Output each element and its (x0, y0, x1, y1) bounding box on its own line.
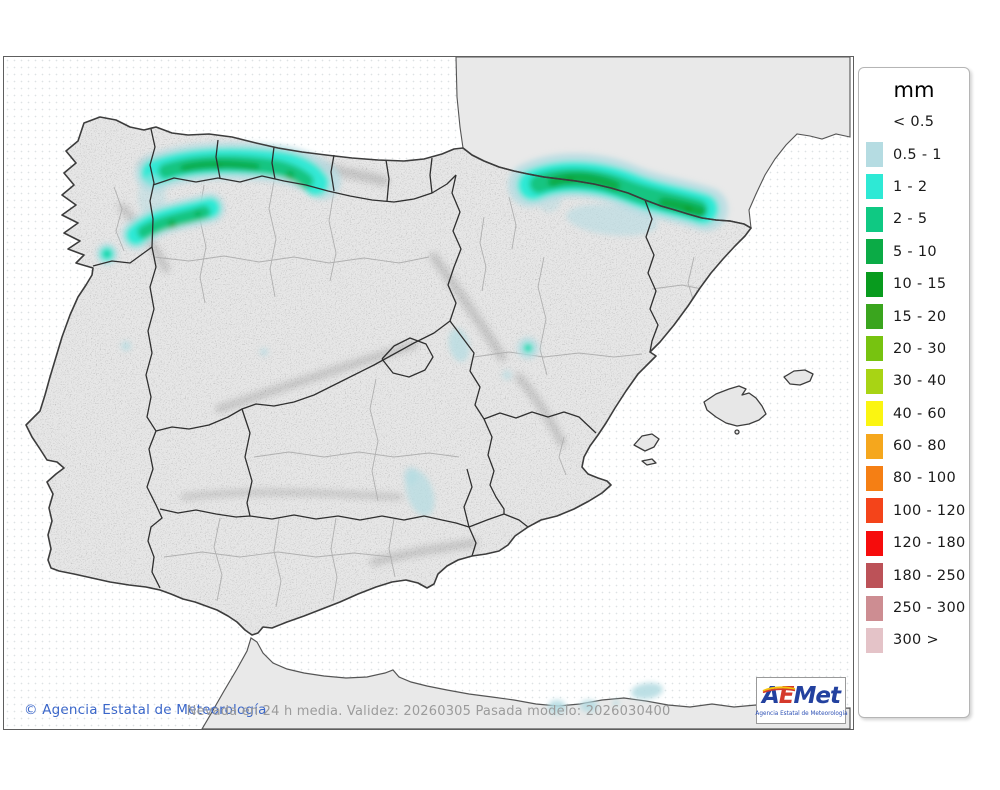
africa-landmass (201, 637, 851, 729)
legend-row: 100 - 120 (859, 495, 969, 527)
legend-row: < 0.5 (859, 106, 969, 138)
legend-swatch (866, 530, 883, 556)
ibiza-island (633, 433, 660, 452)
legend-row: 2 - 5 (859, 203, 969, 235)
legend-swatch (866, 595, 883, 621)
formentera-island (641, 458, 657, 466)
legend-row: 40 - 60 (859, 398, 969, 430)
legend-label: 20 - 30 (893, 340, 947, 357)
legend-label: 15 - 20 (893, 308, 947, 325)
province-borders (113, 180, 713, 608)
aemet-logo-word: AEMet (762, 682, 841, 709)
spain-france-border (462, 147, 745, 225)
legend-label: 100 - 120 (893, 502, 966, 519)
legend-row: 30 - 40 (859, 365, 969, 397)
snow-blob-galicia (96, 175, 225, 265)
legend-swatch (866, 271, 883, 297)
region-borders (92, 128, 659, 589)
legend-row: 5 - 10 (859, 236, 969, 268)
legend-swatch (866, 206, 883, 232)
legend-label: 30 - 40 (893, 373, 947, 390)
cabrera-island (734, 429, 740, 435)
legend-swatch (866, 142, 883, 168)
legend-swatch (866, 498, 883, 524)
mallorca-island (703, 385, 767, 427)
legend-row: 20 - 30 (859, 333, 969, 365)
legend-row: 180 - 250 (859, 559, 969, 591)
legend-swatch (866, 239, 883, 265)
legend-title: mm (893, 78, 935, 102)
legend-row: 80 - 100 (859, 462, 969, 494)
aemet-logo-letters-met: Met (793, 682, 841, 709)
legend-swatch (866, 433, 883, 459)
legend-row: 250 - 300 (859, 592, 969, 624)
legend-swatch (866, 368, 883, 394)
weather-map-frame: © Agencia Estatal de Meteorología Nevada… (3, 56, 854, 730)
legend-label: 80 - 100 (893, 470, 956, 487)
legend-label: 10 - 15 (893, 276, 947, 293)
legend-label: 300 > (893, 632, 939, 649)
legend-swatch (866, 563, 883, 589)
balearic-islands (633, 369, 814, 466)
snow-spot-teruel-core (523, 343, 533, 353)
aemet-logo: AEMet Agencia Estatal de Meteorología (754, 677, 848, 724)
legend-row: 120 - 180 (859, 527, 969, 559)
legend-row: 60 - 80 (859, 430, 969, 462)
legend-label: 1 - 2 (893, 178, 928, 195)
snow-band-cantabrian (135, 141, 341, 200)
aemet-logo-swoosh-icon (762, 685, 796, 693)
legend-swatch (866, 627, 883, 653)
legend-row: 300 > (859, 624, 969, 656)
menorca-island (783, 369, 814, 386)
copyright-text: © Agencia Estatal de Meteorología (24, 702, 267, 718)
legend-swatch (866, 465, 883, 491)
legend-swatch (866, 304, 883, 330)
legend-label: 120 - 180 (893, 535, 966, 552)
legend-label: 250 - 300 (893, 600, 966, 617)
legend-swatch (866, 336, 883, 362)
legend-row: 0.5 - 1 (859, 138, 969, 170)
legend-label: 2 - 5 (893, 211, 928, 228)
legend-label: 0.5 - 1 (893, 146, 942, 163)
legend-swatch (866, 401, 883, 427)
legend-label: 60 - 80 (893, 438, 947, 455)
legend-row: 1 - 2 (859, 171, 969, 203)
legend-panel: mm < 0.5 0.5 - 1 1 - 2 2 - 5 5 - 10 10 -… (858, 67, 970, 718)
legend-label: 40 - 60 (893, 405, 947, 422)
weather-map-svg (25, 57, 851, 729)
aemet-logo-subtext: Agencia Estatal de Meteorología (754, 709, 848, 717)
legend-label: < 0.5 (893, 114, 935, 131)
legend-row: 15 - 20 (859, 300, 969, 332)
legend-label: 5 - 10 (893, 243, 937, 260)
snow-layers (96, 141, 728, 714)
legend-label: 180 - 250 (893, 567, 966, 584)
legend-swatch (866, 174, 883, 200)
legend-row: 10 - 15 (859, 268, 969, 300)
map-caption: Nevada en 24 h media. Validez: 20260305 … (186, 704, 671, 719)
